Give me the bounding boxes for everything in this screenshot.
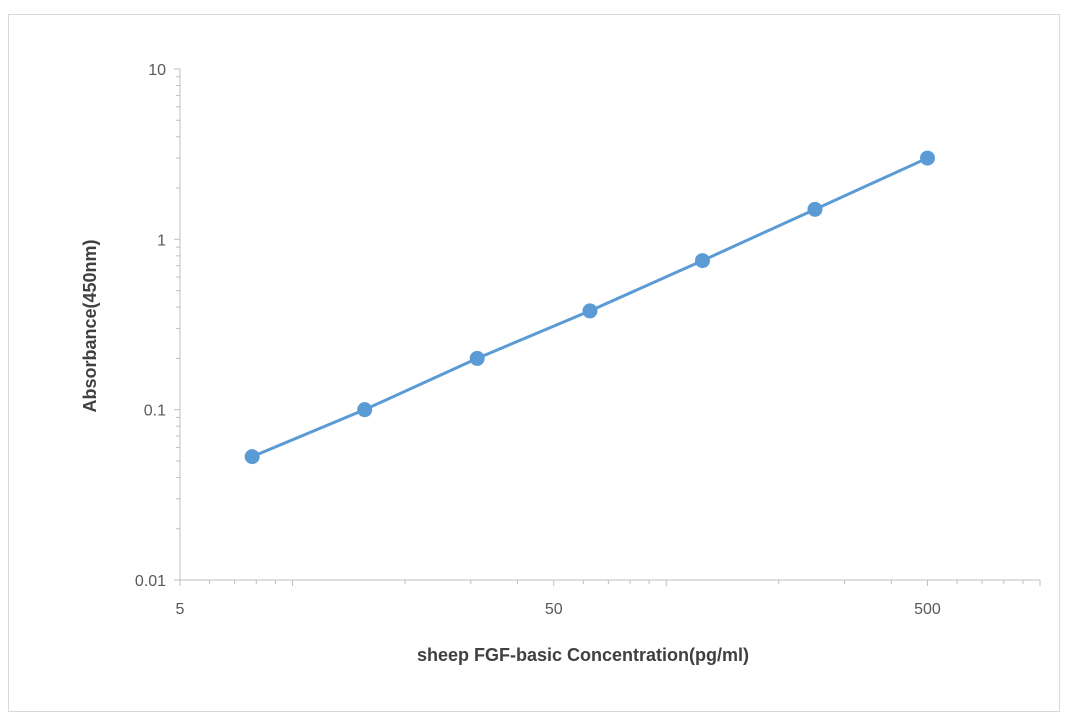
y-tick-labels: 0.01 0.1 1 10	[135, 62, 166, 590]
x-tick-label: 500	[914, 601, 941, 618]
data-point	[919, 150, 935, 166]
y-tick-label: 10	[148, 62, 166, 79]
data-point	[694, 253, 710, 269]
x-axis-title: sheep FGF-basic Concentration(pg/ml)	[417, 645, 749, 665]
data-point	[244, 449, 260, 465]
data-point	[807, 201, 823, 217]
data-point	[357, 402, 373, 418]
y-tick-label: 1	[157, 232, 166, 249]
chart-area	[8, 14, 1060, 712]
x-tick-label: 50	[545, 601, 563, 618]
y-tick-label: 0.01	[135, 573, 166, 590]
y-axis-title: Absorbance(450nm)	[80, 239, 100, 412]
data-point	[469, 350, 485, 366]
data-point	[582, 303, 598, 319]
x-tick-label: 5	[176, 601, 185, 618]
series-layer	[244, 150, 935, 465]
y-tick-label: 0.1	[144, 403, 166, 420]
axes	[174, 68, 1041, 586]
x-tick-labels: 5 50 500	[176, 601, 941, 618]
